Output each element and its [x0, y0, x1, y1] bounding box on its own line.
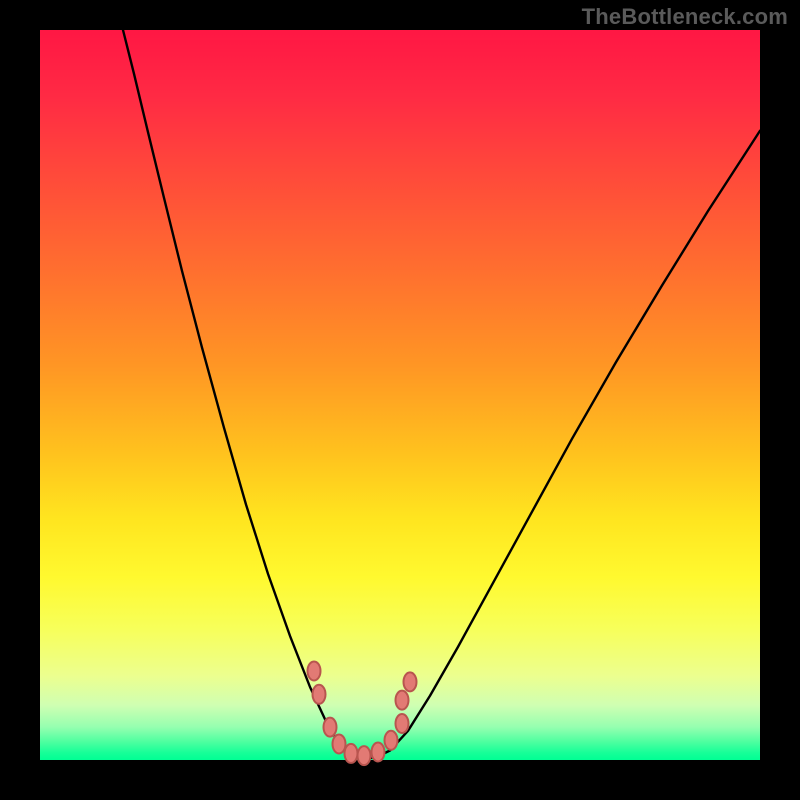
bottleneck-chart [0, 0, 800, 800]
plot-background [40, 30, 760, 760]
valley-marker [345, 744, 358, 763]
chart-frame: TheBottleneck.com [0, 0, 800, 800]
watermark-text: TheBottleneck.com [582, 4, 788, 30]
valley-marker [404, 672, 417, 691]
valley-marker [333, 734, 346, 753]
valley-marker [396, 714, 409, 733]
valley-marker [308, 661, 321, 680]
valley-marker [358, 746, 371, 765]
valley-marker [396, 691, 409, 710]
valley-marker [385, 731, 398, 750]
valley-marker [313, 685, 326, 704]
valley-marker [372, 742, 385, 761]
valley-marker [324, 718, 337, 737]
